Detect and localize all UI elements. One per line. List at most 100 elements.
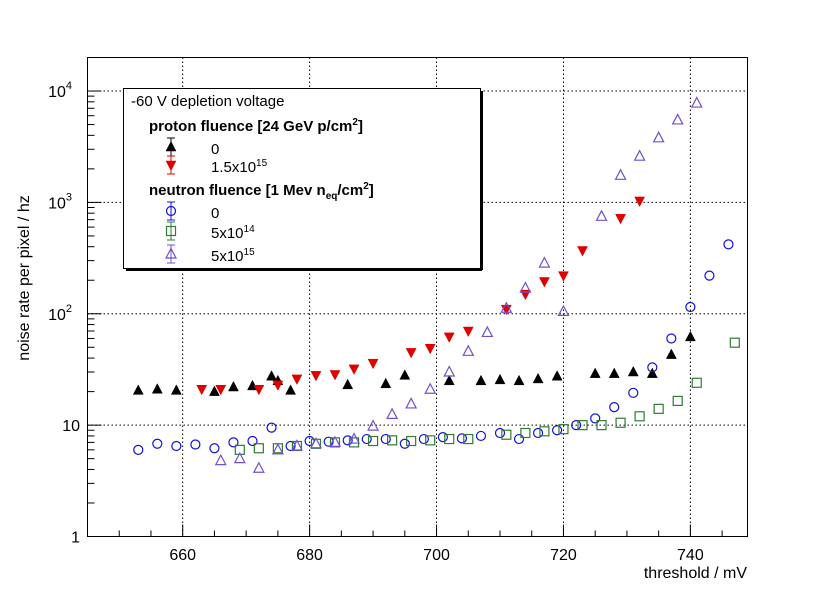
data-point [323, 436, 334, 447]
data-point [151, 383, 163, 394]
data-point [634, 411, 645, 422]
data-point [418, 433, 429, 445]
data-point [557, 304, 570, 317]
legend-label-neutron-5e15: 5x1015 [211, 247, 255, 265]
data-point [589, 367, 601, 378]
series-1 [196, 196, 646, 396]
data-point [152, 438, 163, 449]
data-point [501, 429, 512, 440]
data-point [500, 301, 513, 313]
data-point [342, 435, 353, 446]
data-point [633, 149, 646, 161]
data-point [443, 374, 455, 386]
data-point [551, 370, 563, 381]
legend-marker-neutron-5e15 [165, 244, 177, 264]
legend-marker-neutron-5e14 [165, 221, 177, 241]
data-point [729, 337, 740, 348]
data-point [228, 437, 239, 448]
data-point [614, 168, 627, 180]
x-tick-label: 680 [296, 547, 323, 564]
data-point [380, 433, 391, 445]
data-point [405, 348, 417, 359]
data-point [253, 443, 264, 454]
data-point [309, 436, 322, 449]
data-point [538, 256, 551, 268]
data-point [310, 371, 322, 382]
data-point [170, 384, 182, 395]
legend-header: -60 V depletion voltage [131, 93, 284, 110]
legend-label-neutron-0: 0 [211, 205, 219, 222]
data-point [285, 440, 296, 452]
data-point [463, 433, 474, 445]
data-point [653, 403, 664, 414]
data-points [132, 96, 740, 473]
data-point [684, 330, 696, 342]
data-point [590, 413, 601, 424]
data-point [577, 246, 588, 257]
legend-group-title-proton: proton fluence [24 GeV p/cm2] [149, 117, 363, 135]
x-tick-label: 700 [423, 547, 450, 564]
y-tick-label: 102 [48, 303, 72, 324]
data-point [171, 440, 182, 452]
data-point [399, 369, 411, 380]
data-point [665, 348, 677, 359]
legend-marker-symbol [165, 225, 177, 237]
data-point [233, 451, 246, 464]
data-point [329, 435, 341, 447]
data-point [209, 443, 220, 454]
data-point [513, 433, 525, 445]
data-point [272, 380, 284, 391]
data-point [672, 395, 683, 407]
y-tick-label: 1 [71, 530, 80, 547]
data-point [494, 373, 506, 385]
x-tick-label: 660 [169, 547, 196, 564]
data-point [571, 420, 582, 431]
data-point [558, 424, 569, 435]
data-point [671, 113, 684, 125]
legend-label-proton-0: 0 [211, 141, 219, 158]
data-point [647, 362, 658, 373]
data-point [532, 427, 544, 439]
data-point [520, 427, 531, 439]
data-point [539, 277, 550, 288]
data-point [271, 443, 284, 455]
data-point [329, 370, 341, 381]
data-point [348, 432, 361, 444]
legend-label-neutron-5e14: 5x1014 [211, 224, 255, 242]
x-tick-label: 720 [550, 547, 577, 564]
data-point [539, 426, 550, 437]
data-point [424, 344, 436, 355]
legend-label-proton-1.5e15: 1.5x1015 [211, 158, 268, 176]
data-point [462, 326, 474, 338]
data-point [627, 365, 639, 377]
data-point [367, 435, 379, 447]
legend-marker-symbol [165, 160, 177, 172]
data-point [596, 420, 607, 431]
data-point [290, 439, 303, 451]
plot-frame [87, 57, 748, 537]
legend-box [123, 88, 481, 269]
data-point [532, 372, 544, 384]
data-point [666, 333, 677, 344]
data-point [475, 374, 487, 386]
x-axis-title: threshold / mV [644, 565, 747, 582]
data-point [380, 377, 392, 389]
data-point [266, 422, 277, 433]
data-point [577, 420, 588, 431]
data-point [132, 384, 144, 395]
data-point [481, 325, 494, 338]
data-point [387, 435, 398, 446]
data-point [253, 384, 265, 396]
legend-group-title-neutron: neutron fluence [1 Mev neq/cm2] [149, 181, 374, 202]
data-point [367, 358, 379, 370]
data-point [552, 425, 563, 436]
data-point [646, 367, 658, 378]
series-4 [214, 96, 703, 473]
data-point [424, 382, 437, 394]
data-point [609, 402, 620, 413]
data-point [348, 364, 360, 375]
series-2 [133, 239, 734, 455]
y-axis-title: noise rate per pixel / hz [16, 195, 33, 360]
data-point [628, 387, 639, 398]
